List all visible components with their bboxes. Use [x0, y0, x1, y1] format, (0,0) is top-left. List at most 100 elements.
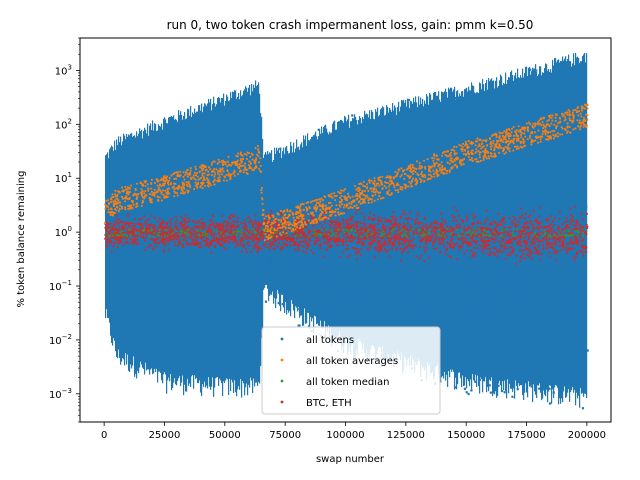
all-token-averages-point — [116, 190, 119, 193]
btc-eth-point — [194, 230, 196, 233]
all-token-averages-point — [201, 164, 204, 167]
btc-eth-point — [338, 237, 341, 240]
btc-eth-point — [182, 223, 185, 226]
btc-eth-point — [197, 220, 200, 222]
btc-eth-point — [573, 236, 576, 238]
btc-eth-point — [568, 226, 570, 229]
btc-eth-point — [141, 224, 144, 227]
btc-eth-point — [496, 224, 499, 227]
all-tokens-point — [532, 347, 535, 351]
all-token-averages-point — [519, 142, 522, 144]
all-tokens-point — [200, 110, 202, 393]
btc-eth-point — [161, 220, 164, 223]
btc-eth-point — [126, 215, 129, 218]
btc-eth-point — [432, 229, 435, 232]
all-tokens-point — [426, 249, 430, 252]
all-tokens-point — [288, 231, 291, 234]
btc-eth-point — [482, 226, 485, 229]
all-token-averages-point — [309, 222, 312, 225]
btc-eth-point — [532, 209, 535, 212]
btc-eth-point — [520, 207, 522, 210]
all-tokens-point — [162, 129, 164, 384]
btc-eth-point — [241, 233, 244, 236]
btc-eth-point — [141, 230, 144, 233]
all-token-averages-point — [267, 238, 270, 241]
all-token-averages-point — [351, 195, 354, 198]
btc-eth-point — [113, 234, 115, 237]
btc-eth-point — [518, 230, 521, 233]
btc-eth-point — [212, 221, 214, 224]
btc-eth-point — [574, 235, 577, 237]
btc-eth-point — [381, 237, 383, 240]
all-token-averages-point — [182, 182, 185, 185]
all-tokens-point — [515, 338, 518, 341]
btc-eth-point — [508, 254, 511, 257]
all-token-averages-point — [362, 184, 365, 187]
btc-eth-point — [315, 241, 317, 244]
btc-eth-point — [208, 229, 210, 232]
btc-eth-point — [310, 235, 313, 238]
btc-eth-point — [391, 247, 394, 250]
btc-eth-point — [183, 220, 186, 223]
btc-eth-point — [165, 232, 168, 235]
btc-eth-point — [533, 242, 536, 245]
btc-eth-point — [205, 240, 208, 243]
all-tokens-point — [454, 96, 457, 100]
btc-eth-point — [279, 248, 282, 251]
btc-eth-point — [542, 237, 544, 240]
btc-eth-point — [175, 225, 178, 228]
all-token-averages-point — [492, 142, 494, 145]
btc-eth-point — [583, 248, 586, 250]
btc-eth-point — [529, 249, 532, 252]
all-token-averages-point — [515, 145, 518, 148]
all-tokens-point — [343, 122, 345, 354]
btc-eth-point — [420, 231, 423, 234]
btc-eth-point — [304, 236, 307, 239]
btc-eth-point — [306, 242, 308, 244]
btc-eth-point — [171, 230, 174, 233]
all-token-averages-point — [128, 186, 131, 189]
all-token-averages-point — [162, 182, 165, 185]
all-token-averages-point — [298, 207, 301, 209]
btc-eth-point — [533, 235, 536, 238]
btc-eth-point — [205, 236, 208, 239]
all-token-averages-point — [519, 145, 522, 148]
btc-eth-point — [189, 242, 192, 245]
all-token-averages-point — [150, 190, 153, 193]
all-token-averages-point — [568, 126, 571, 128]
all-token-averages-point — [321, 205, 324, 208]
btc-eth-point — [419, 236, 422, 239]
btc-eth-point — [259, 223, 262, 226]
all-token-averages-point — [347, 207, 350, 210]
btc-eth-point — [427, 240, 430, 242]
all-token-averages-point — [111, 214, 114, 216]
all-tokens-point — [572, 63, 574, 388]
all-token-averages-point — [273, 219, 275, 222]
all-token-averages-point — [498, 139, 501, 142]
all-token-averages-point — [192, 174, 195, 177]
btc-eth-point — [273, 223, 276, 226]
all-tokens-point — [354, 114, 356, 359]
all-tokens-point — [234, 90, 236, 381]
all-tokens-point — [142, 138, 144, 368]
btc-eth-point — [493, 227, 496, 230]
all-token-averages-point — [280, 210, 282, 212]
all-tokens-point — [127, 136, 129, 355]
all-token-averages-point — [408, 181, 411, 183]
btc-eth-point — [533, 251, 536, 254]
all-token-averages-point — [571, 111, 574, 114]
btc-eth-point — [163, 231, 165, 234]
btc-eth-point — [184, 218, 186, 221]
btc-eth-point — [118, 222, 120, 225]
all-token-averages-point — [196, 172, 198, 175]
all-token-averages-point — [274, 221, 277, 224]
btc-eth-point — [337, 244, 340, 246]
all-token-averages-point — [470, 157, 473, 160]
all-token-averages-point — [194, 174, 197, 177]
all-token-averages-point — [554, 120, 557, 122]
btc-eth-point — [458, 223, 461, 226]
btc-eth-point — [562, 241, 565, 244]
btc-eth-point — [234, 226, 237, 228]
btc-eth-point — [434, 232, 436, 234]
all-token-averages-point — [262, 221, 265, 224]
